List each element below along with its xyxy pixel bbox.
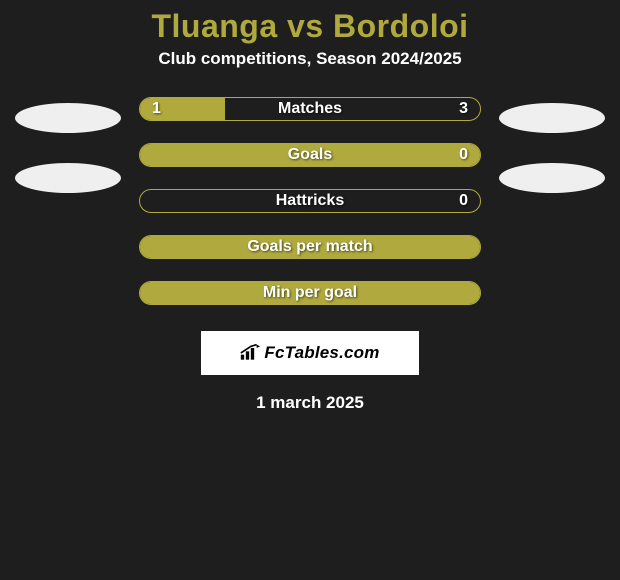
bar-matches: 1 Matches 3 [139,97,481,121]
bar-label: Hattricks [140,190,480,212]
bar-value-right: 3 [459,98,468,120]
bar-goals-per-match: Goals per match [139,235,481,259]
page-title: Tluanga vs Bordoloi [0,8,620,45]
comparison-bars: 1 Matches 3 Goals 0 Hattricks 0 Goals pe… [139,97,481,305]
brand-box: FcTables.com [201,331,419,375]
bar-fill [140,236,480,258]
date-label: 1 march 2025 [0,393,620,413]
chart-icon [240,344,260,362]
brand-text: FcTables.com [264,343,379,363]
bar-fill [140,144,480,166]
infographic-container: Tluanga vs Bordoloi Club competitions, S… [0,0,620,413]
player-avatar-placeholder [499,163,605,193]
subtitle: Club competitions, Season 2024/2025 [0,49,620,69]
bar-value-left: 1 [152,98,161,120]
player-avatar-placeholder [15,163,121,193]
bar-min-per-goal: Min per goal [139,281,481,305]
chart-area: 1 Matches 3 Goals 0 Hattricks 0 Goals pe… [0,97,620,305]
avatar-column-right [499,97,605,193]
player-avatar-placeholder [15,103,121,133]
player-avatar-placeholder [499,103,605,133]
bar-value-right: 0 [459,190,468,212]
bar-fill [140,282,480,304]
bar-goals: Goals 0 [139,143,481,167]
avatar-column-left [15,97,121,193]
bar-value-right: 0 [459,144,468,166]
bar-hattricks: Hattricks 0 [139,189,481,213]
